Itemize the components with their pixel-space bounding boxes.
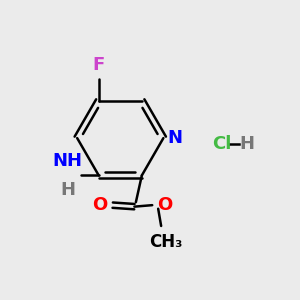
Text: H: H — [60, 181, 75, 199]
Text: NH: NH — [52, 152, 83, 170]
Text: F: F — [93, 56, 105, 74]
Text: H: H — [240, 135, 255, 153]
Text: CH₃: CH₃ — [149, 233, 182, 251]
Text: O: O — [92, 196, 108, 214]
Text: N: N — [167, 129, 182, 147]
Text: O: O — [157, 196, 172, 214]
Text: Cl: Cl — [212, 135, 232, 153]
